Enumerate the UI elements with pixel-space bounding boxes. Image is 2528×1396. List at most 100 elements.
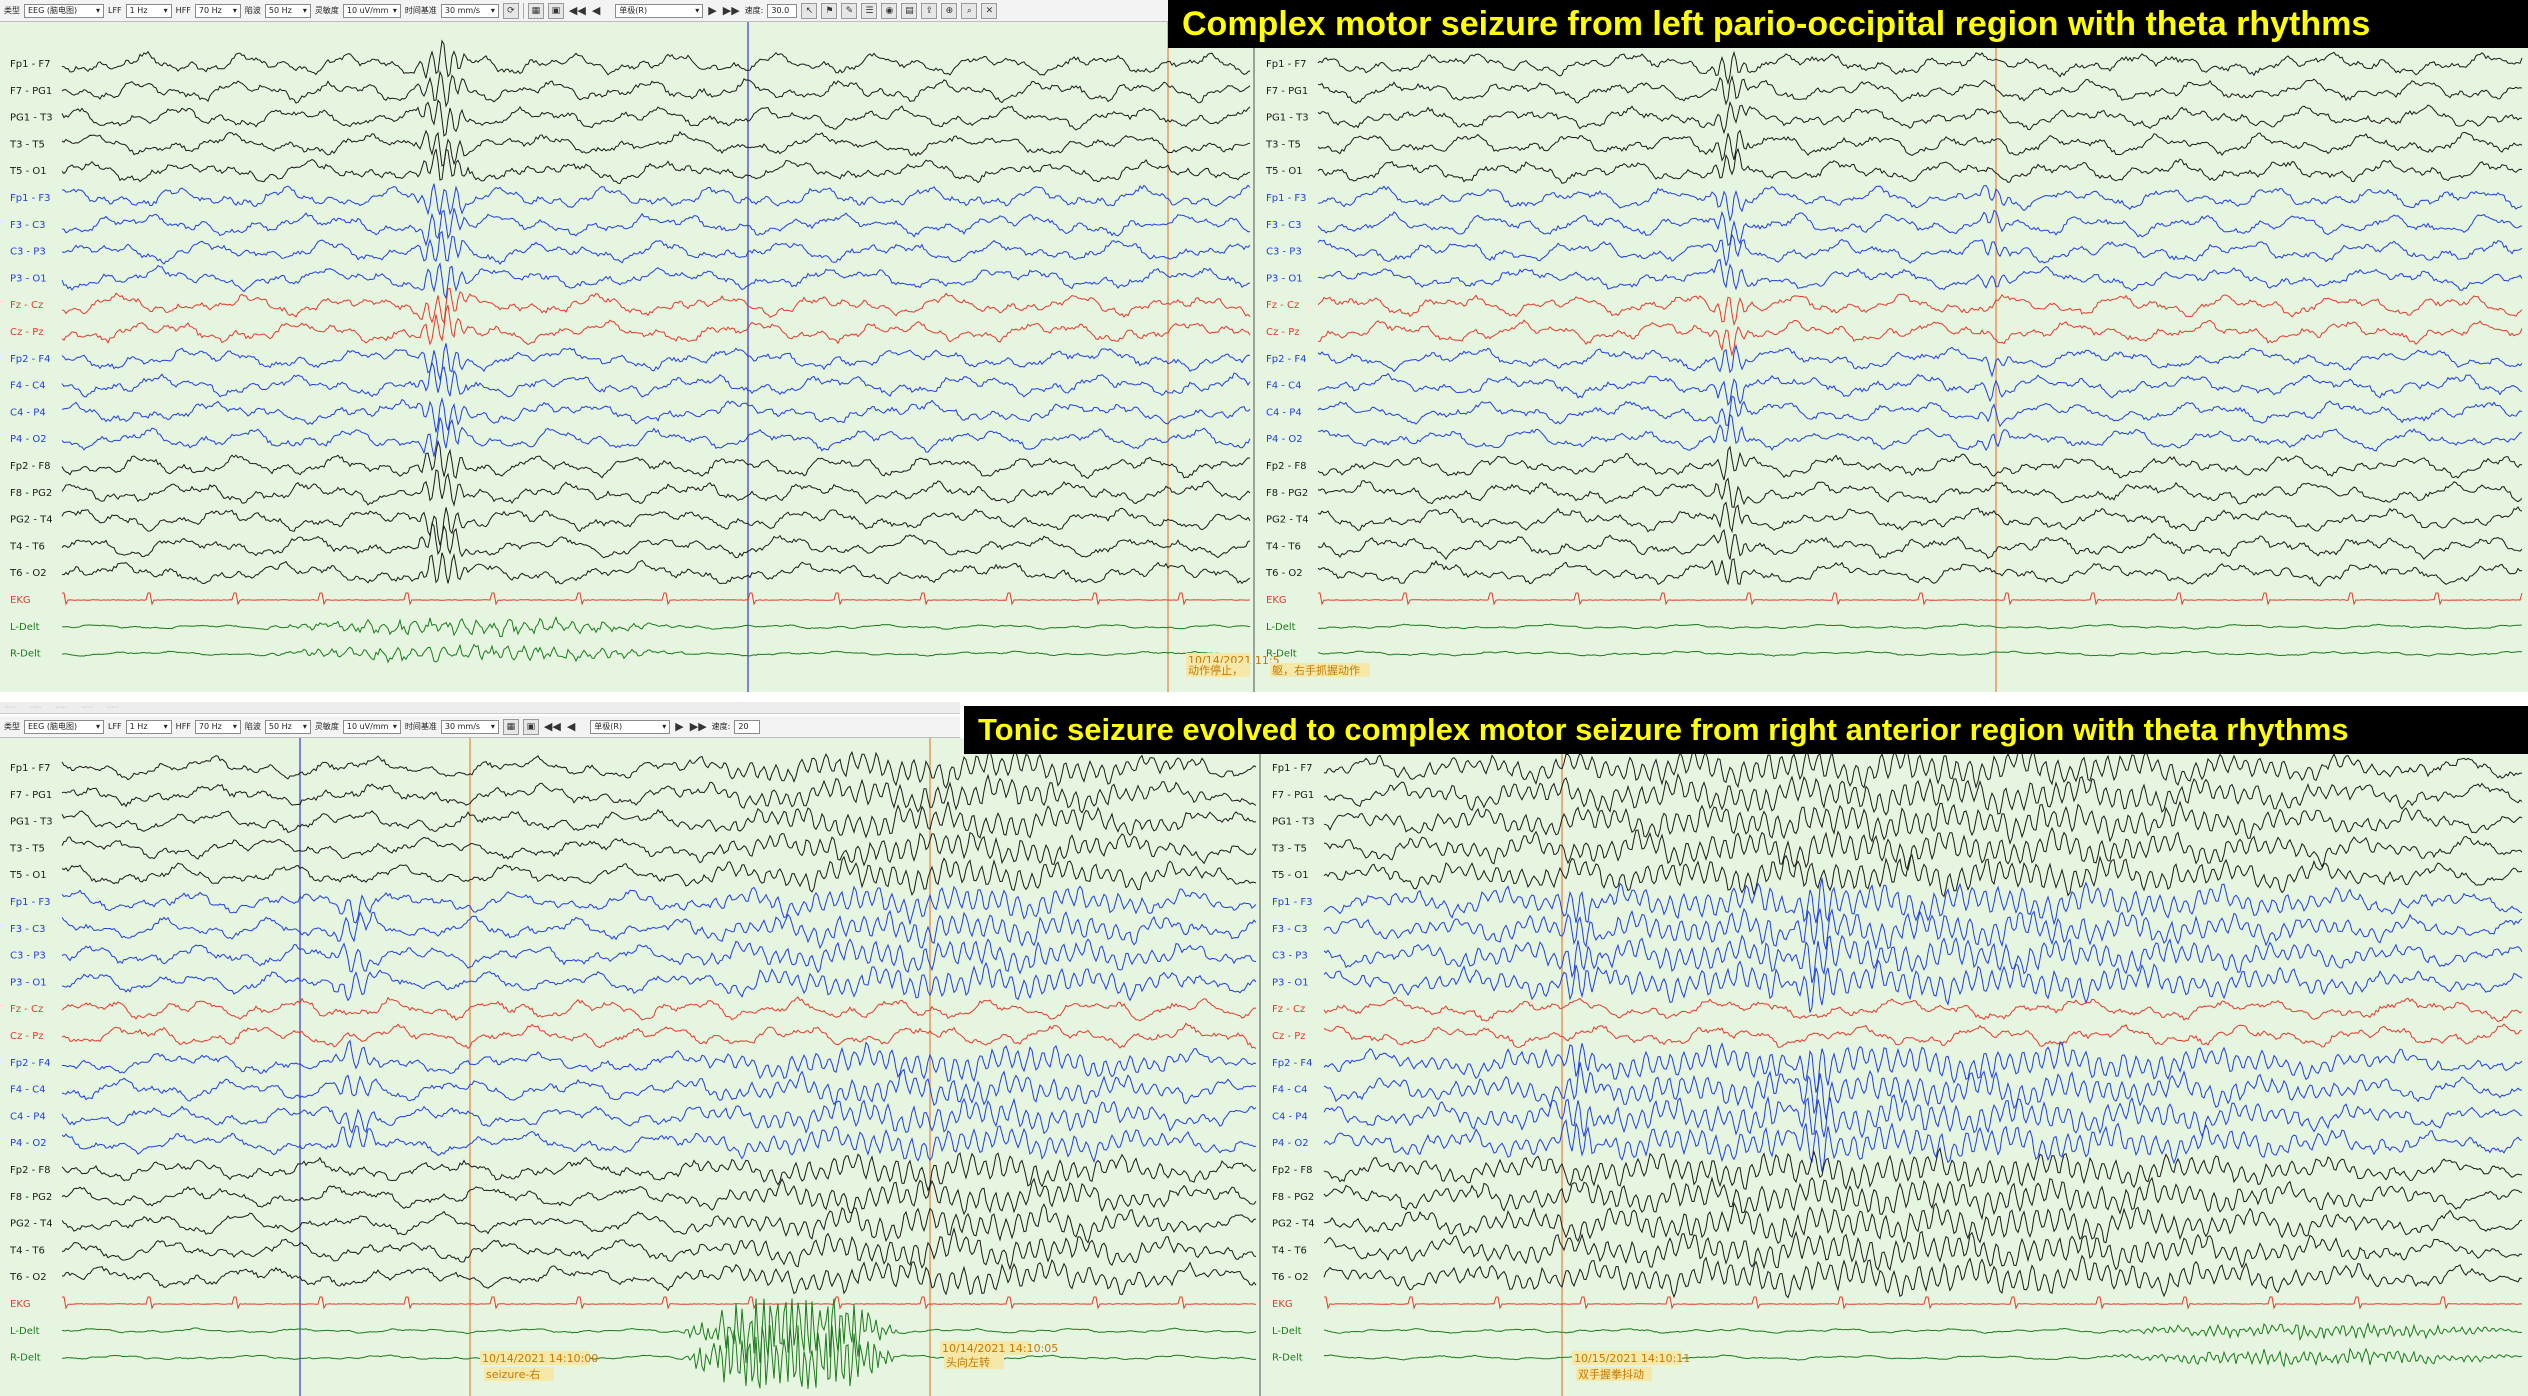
- timebase-select-value: 30 mm/s: [444, 6, 481, 15]
- speed-label: 速度:: [711, 722, 731, 731]
- step-back-icon[interactable]: ◀: [566, 720, 576, 733]
- montage-icon[interactable]: ▤: [901, 2, 918, 19]
- type-select[interactable]: EEG (脑电图) ▾: [24, 719, 104, 734]
- hff-select-value: 70 Hz: [198, 6, 222, 15]
- close-icon[interactable]: ✕: [981, 2, 998, 19]
- cursor-icon[interactable]: ↖: [801, 2, 818, 19]
- channel-label: PG2 - T4: [1266, 515, 1309, 526]
- channel-label: PG2 - T4: [10, 1219, 53, 1230]
- channel-label: F3 - C3: [10, 220, 45, 231]
- chevron-down-icon: ▾: [232, 6, 237, 15]
- speed-input-value: 20: [738, 722, 749, 731]
- hff-select[interactable]: 70 Hz ▾: [194, 719, 241, 734]
- eeg-trace-t3-t5: [61, 831, 1257, 867]
- eeg-trace-p3-o1: [1323, 959, 2523, 1013]
- channel-label: F8 - PG2: [1266, 488, 1308, 499]
- chevron-down-icon: ▾: [490, 722, 495, 731]
- channel-label: P4 - O2: [10, 1138, 47, 1149]
- montage-select[interactable]: 单极(R) ▾: [615, 3, 704, 18]
- refresh-icon[interactable]: ⟳: [502, 2, 519, 19]
- eeg-trace-r-delt: [1317, 650, 2522, 657]
- skip-back-icon[interactable]: ◀◀: [543, 720, 561, 733]
- speed-input[interactable]: 30.0: [767, 3, 798, 18]
- eeg-trace-ekg: [1318, 592, 2523, 606]
- eeg-trace-f3-c3: [61, 909, 1257, 950]
- chevron-down-icon: ▾: [392, 6, 397, 15]
- grid-icon[interactable]: ▦: [502, 718, 519, 735]
- channel-label: F8 - PG2: [1272, 1192, 1314, 1203]
- timebase-label: 时间基准: [404, 6, 437, 15]
- channel-label: P4 - O2: [1272, 1138, 1309, 1149]
- export-icon[interactable]: ⇪: [921, 2, 938, 19]
- sensitivity-select[interactable]: 10 uV/mm ▾: [342, 3, 401, 18]
- channel-label: L-Delt: [10, 1326, 40, 1337]
- skip-forward-icon[interactable]: ▶▶: [722, 4, 740, 17]
- eeg-trace-t6-o2: [1323, 1254, 2523, 1299]
- channel-label: R-Delt: [1266, 649, 1297, 660]
- eeg-trace-c4-p4: [61, 1097, 1257, 1135]
- eeg-trace-fp1-f3: [1317, 184, 2523, 223]
- timebase-select-value: 30 mm/s: [444, 722, 481, 731]
- annotation-box: [484, 1367, 554, 1381]
- notch-label: 陷波: [244, 722, 261, 731]
- channel-label: F8 - PG2: [10, 488, 52, 499]
- timebase-select[interactable]: 30 mm/s ▾: [440, 3, 499, 18]
- eeg-trace-c4-p4: [1317, 395, 2523, 428]
- annotation-box: [1576, 1367, 1652, 1381]
- eeg-trace-t5-o1: [1323, 853, 2523, 898]
- eeg-trace-t4-t6: [1323, 1230, 2523, 1272]
- channel-label: T5 - O1: [1271, 870, 1309, 881]
- type-select[interactable]: EEG (脑电图) ▾: [24, 3, 104, 18]
- lff-select-value: 1 Hz: [129, 722, 148, 731]
- eeg-trace-c3-p3: [61, 938, 1256, 975]
- channel-label: T6 - O2: [1265, 568, 1303, 579]
- lff-select[interactable]: 1 Hz ▾: [125, 719, 172, 734]
- marker-icon[interactable]: ⚑: [821, 2, 838, 19]
- step-back-icon[interactable]: ◀: [591, 4, 601, 17]
- speed-label: 速度:: [744, 6, 764, 15]
- notch-label: 陷波: [244, 6, 261, 15]
- skip-back-icon[interactable]: ◀◀: [568, 4, 586, 17]
- video-icon[interactable]: ▣: [522, 718, 539, 735]
- montage-select[interactable]: 单极(R) ▾: [590, 719, 671, 734]
- hff-select[interactable]: 70 Hz ▾: [194, 3, 241, 18]
- note-icon[interactable]: ✎: [841, 2, 858, 19]
- eeg-trace-fp1-f3: [61, 183, 1251, 216]
- annotation-box: [944, 1355, 1004, 1369]
- channel-label: PG2 - T4: [1272, 1219, 1315, 1230]
- timebase-select[interactable]: 30 mm/s ▾: [440, 719, 499, 734]
- notch-select[interactable]: 50 Hz ▾: [264, 3, 311, 18]
- eeg-trace-pg2-t4: [1323, 1201, 2523, 1245]
- channel-label: Cz - Pz: [1266, 327, 1299, 338]
- sensitivity-select[interactable]: 10 uV/mm ▾: [342, 719, 401, 734]
- channel-label: L-Delt: [1266, 622, 1296, 633]
- channel-label: C3 - P3: [1266, 247, 1302, 258]
- channel-label: Fz - Cz: [10, 1004, 43, 1015]
- channel-label: Fz - Cz: [1272, 1004, 1305, 1015]
- skip-forward-icon[interactable]: ▶▶: [689, 720, 707, 733]
- type-select-value: EEG (脑电图): [28, 6, 78, 15]
- lff-select[interactable]: 1 Hz ▾: [125, 3, 172, 18]
- annotation-label: 10/14/2021 14:10:05: [942, 1342, 1058, 1355]
- report-icon[interactable]: ☰: [861, 2, 878, 19]
- speed-input[interactable]: 20: [734, 719, 761, 734]
- grid-icon[interactable]: ▦: [527, 2, 544, 19]
- step-forward-icon[interactable]: ▶: [675, 720, 684, 733]
- annotation-box: [1186, 663, 1250, 677]
- channel-label: C4 - P4: [10, 407, 46, 418]
- channel-label: PG1 - T3: [10, 113, 53, 124]
- notch-select[interactable]: 50 Hz ▾: [264, 719, 311, 734]
- channel-label: L-Delt: [1272, 1326, 1302, 1337]
- eeg-trace-t6-o2: [61, 552, 1251, 585]
- channel-label: F3 - C3: [1266, 220, 1301, 231]
- eeg-trace-c3-p3: [1317, 233, 2523, 266]
- channel-label: P3 - O1: [1266, 273, 1303, 284]
- video-icon[interactable]: ▣: [547, 2, 564, 19]
- zoom-in-icon[interactable]: ⊕: [941, 2, 958, 19]
- search-icon[interactable]: ⌕: [961, 2, 978, 19]
- step-forward-icon[interactable]: ▶: [708, 4, 717, 17]
- camera-icon[interactable]: ◉: [881, 2, 898, 19]
- eeg-trace-f4-c4: [61, 1068, 1257, 1106]
- eeg-panel-top: Fp1 - F7 F7 - PG1 PG1 - T3 T3 - T5 T5 - O1 Fp…: [0, 22, 2528, 692]
- channel-label: T6 - O2: [1271, 1272, 1309, 1283]
